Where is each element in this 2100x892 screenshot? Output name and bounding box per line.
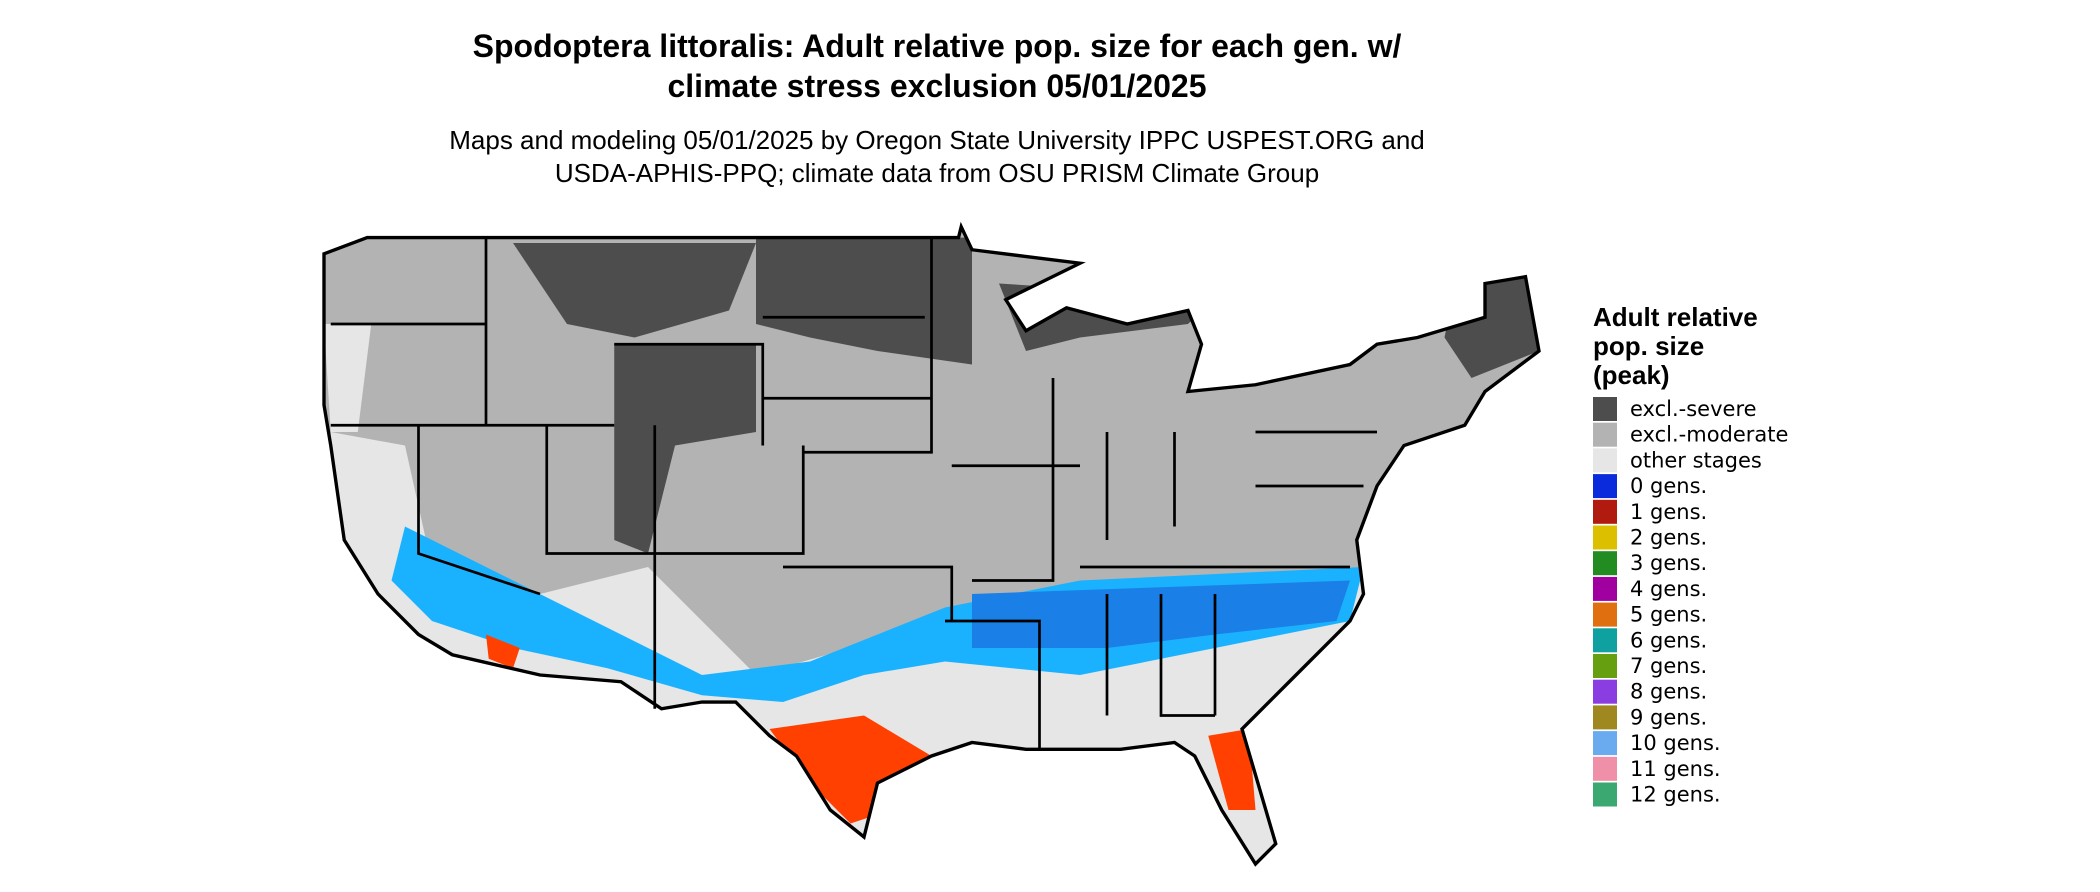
legend-swatch [1593, 397, 1617, 421]
state-borders [330, 237, 1378, 750]
legend-swatch [1593, 448, 1617, 473]
legend-swatch [1593, 499, 1617, 524]
map [322, 221, 1541, 867]
legend-label: 1 gens. [1630, 500, 1707, 524]
legend-swatch [1593, 525, 1617, 550]
country-outline [322, 221, 1541, 867]
legend-title: Adult relative [1593, 302, 1758, 332]
legend-label: 11 gens. [1630, 757, 1721, 781]
legend-title: (peak) [1593, 360, 1670, 390]
legend-label: 6 gens. [1630, 628, 1707, 652]
legend: Adult relative pop. size (peak) excl.-se… [1593, 302, 1788, 807]
legend-label: other stages [1630, 448, 1762, 472]
title: Spodoptera littoralis: Adult relative po… [473, 28, 1402, 64]
title: climate stress exclusion 05/01/2025 [667, 68, 1206, 104]
legend-swatch [1593, 474, 1617, 499]
legend-swatch [1593, 551, 1617, 576]
legend-swatch [1593, 628, 1617, 653]
legend-label: 5 gens. [1630, 603, 1707, 627]
legend-label: excl.-severe [1630, 397, 1757, 421]
legend-swatch [1593, 602, 1617, 627]
legend-label: excl.-moderate [1630, 423, 1788, 447]
subtitle: Maps and modeling 05/01/2025 by Oregon S… [449, 125, 1425, 155]
legend-label: 12 gens. [1630, 783, 1721, 807]
legend-swatch [1593, 576, 1617, 601]
legend-title: pop. size [1593, 331, 1704, 361]
legend-label: 9 gens. [1630, 705, 1707, 729]
legend-label: 4 gens. [1630, 577, 1707, 601]
legend-label: 10 gens. [1630, 731, 1721, 755]
legend-swatch [1593, 731, 1617, 756]
legend-swatch [1593, 679, 1617, 704]
legend-swatch [1593, 705, 1617, 730]
legend-swatch [1593, 654, 1617, 678]
legend-label: 8 gens. [1630, 680, 1707, 704]
legend-label: 3 gens. [1630, 551, 1707, 575]
legend-label: 0 gens. [1630, 474, 1707, 498]
legend-swatch [1593, 782, 1617, 807]
legend-label: 7 gens. [1630, 654, 1707, 678]
subtitle: USDA-APHIS-PPQ; climate data from OSU PR… [555, 158, 1319, 188]
legend-swatch [1593, 422, 1617, 447]
legend-swatch [1593, 756, 1617, 781]
legend-label: 2 gens. [1630, 526, 1707, 550]
